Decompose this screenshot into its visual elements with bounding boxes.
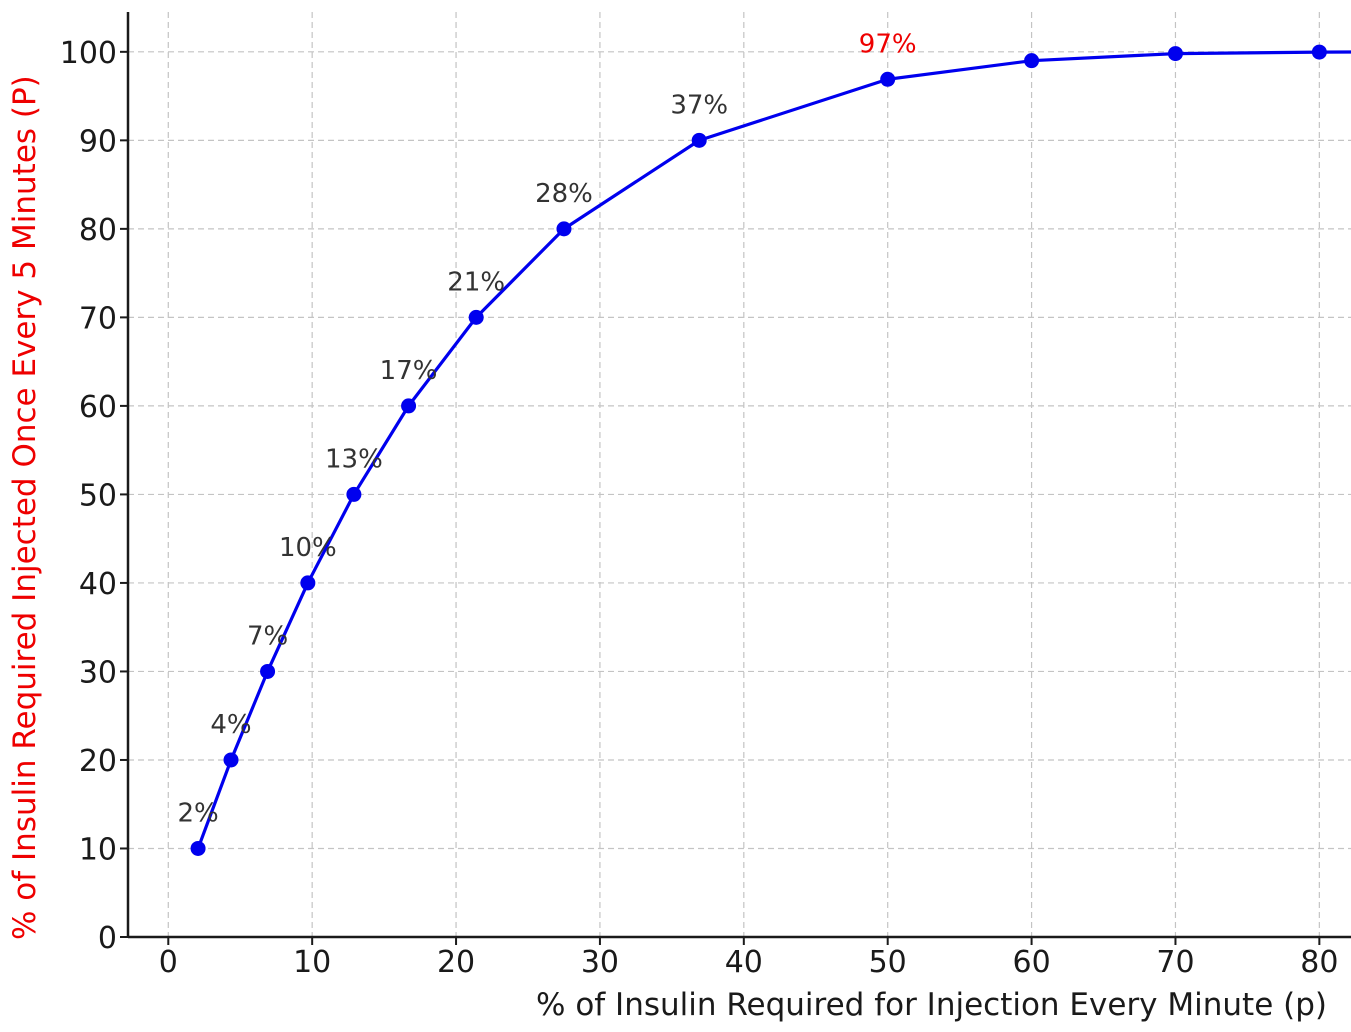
point-label: 37% <box>670 90 728 120</box>
point-label: 28% <box>535 179 593 209</box>
data-point <box>1024 53 1040 69</box>
x-tick-label: 10 <box>293 945 331 980</box>
series-group <box>190 44 1351 856</box>
point-label: 21% <box>447 267 505 297</box>
y-tick-label: 10 <box>79 832 117 867</box>
ticks: 0 10 20 30 40 50 60 70 80 0 10 20 30 40 50 60 70 80 90 100 <box>60 36 1339 980</box>
point-label: 13% <box>325 444 383 474</box>
y-tick-label: 0 <box>98 921 117 956</box>
point-label: 4% <box>210 710 251 740</box>
data-point <box>556 221 572 237</box>
axes <box>126 12 1351 939</box>
grid <box>128 12 1351 937</box>
y-tick-label: 50 <box>79 478 117 513</box>
x-tick-label: 70 <box>1156 945 1194 980</box>
point-label: 2% <box>177 798 218 828</box>
data-point <box>260 663 276 679</box>
data-point <box>223 752 239 768</box>
y-axis-label: % of Insulin Required Injected Once Ever… <box>7 75 43 940</box>
data-point <box>300 575 316 591</box>
y-tick-label: 30 <box>79 655 117 690</box>
x-tick-label: 30 <box>581 945 619 980</box>
y-tick-label: 60 <box>79 390 117 425</box>
point-label: 97% <box>859 29 917 59</box>
data-point <box>691 132 707 148</box>
point-label: 10% <box>279 533 337 563</box>
y-tick-label: 100 <box>60 36 117 71</box>
data-point <box>468 309 484 325</box>
data-point <box>1167 46 1183 62</box>
series <box>190 44 1351 856</box>
point-labels: 2% 4% 7% 10% 13% 17% 21% 28% 37% 97% <box>177 29 916 828</box>
y-tick-label: 20 <box>79 744 117 779</box>
x-tick-label: 0 <box>159 945 178 980</box>
x-tick-label: 80 <box>1300 945 1338 980</box>
x-tick-label: 20 <box>437 945 475 980</box>
data-point <box>190 840 206 856</box>
x-tick-label: 40 <box>725 945 763 980</box>
y-tick-label: 70 <box>79 301 117 336</box>
data-point <box>1311 44 1327 60</box>
point-label: 7% <box>247 621 288 651</box>
x-tick-label: 60 <box>1012 945 1050 980</box>
x-axis-label: % of Insulin Required for Injection Ever… <box>536 987 1327 1023</box>
y-tick-label: 40 <box>79 567 117 602</box>
data-point <box>401 398 417 414</box>
series-line <box>196 50 1351 850</box>
y-tick-label: 90 <box>79 124 117 159</box>
x-tick-label: 50 <box>869 945 907 980</box>
point-label: 17% <box>380 356 438 386</box>
data-point <box>346 486 362 502</box>
y-tick-label: 80 <box>79 213 117 248</box>
data-point <box>880 71 896 87</box>
